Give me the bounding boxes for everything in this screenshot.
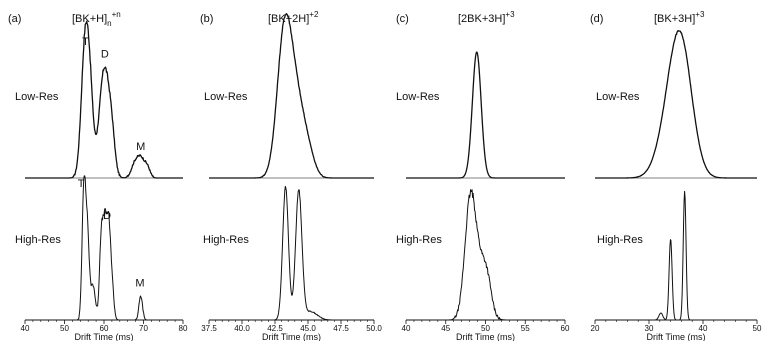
x-tick-label: 40 [21, 324, 30, 333]
high-res-peak-label: T [78, 178, 85, 190]
high-res-label: High-Res [203, 234, 249, 246]
low-res-label: Low-Res [204, 91, 248, 103]
low-res-peak-label: M [136, 141, 145, 153]
x-tick-label: 40 [699, 324, 708, 333]
low-res-peak-label: D [101, 49, 109, 61]
high-res-trace [209, 185, 374, 321]
panel-title: [BK+H]n+n [72, 10, 121, 28]
low-res-peak-label: T [82, 36, 89, 48]
low-res-label: Low-Res [596, 91, 640, 103]
x-tick-label: 60 [561, 324, 570, 333]
x-axis-title: Drift Time (ms) [456, 332, 515, 341]
x-tick-label: 70 [139, 324, 148, 333]
x-tick-label: 50.0 [366, 324, 382, 333]
high-res-trace [595, 190, 757, 321]
x-tick-label: 30 [645, 324, 654, 333]
high-res-peak-label: D [103, 210, 111, 222]
low-res-trace [24, 20, 184, 179]
panel-title: [BK+2H]+2 [268, 10, 319, 25]
x-tick-label: 47.5 [333, 324, 349, 333]
panel-label: (d) [590, 13, 603, 25]
x-tick-label: 40.0 [234, 324, 250, 333]
x-axis-title: Drift Time (ms) [647, 332, 706, 341]
high-res-peak-label: M [135, 277, 144, 289]
panel-label: (a) [8, 13, 21, 25]
x-axis-title: Drift Time (ms) [262, 332, 321, 341]
high-res-trace [406, 189, 565, 321]
x-axis-title: Drift Time (ms) [75, 332, 134, 341]
low-res-trace [208, 12, 375, 179]
high-res-label: High-Res [396, 234, 442, 246]
panel-title: [2BK+3H]+3 [458, 10, 515, 25]
x-tick-label: 45.0 [300, 324, 316, 333]
high-res-trace [24, 175, 184, 321]
low-res-label: Low-Res [15, 91, 59, 103]
x-tick-label: 20 [591, 324, 600, 333]
x-tick-label: 55 [521, 324, 530, 333]
low-res-trace [405, 51, 566, 179]
high-res-label: High-Res [15, 234, 61, 246]
x-tick-label: 40 [402, 324, 411, 333]
panel-label: (c) [396, 13, 409, 25]
x-tick-label: 45 [441, 324, 450, 333]
high-res-label: High-Res [597, 234, 643, 246]
x-tick-label: 50 [481, 324, 490, 333]
low-res-trace [594, 29, 758, 179]
x-tick-label: 50 [60, 324, 69, 333]
panel-label: (b) [200, 13, 213, 25]
x-tick-label: 50 [753, 324, 762, 333]
x-tick-label: 42.5 [267, 324, 283, 333]
x-tick-label: 60 [100, 324, 109, 333]
low-res-label: Low-Res [396, 91, 440, 103]
panel-title: [BK+3H]+3 [654, 10, 705, 25]
x-tick-label: 37.5 [201, 324, 217, 333]
x-tick-label: 80 [179, 324, 188, 333]
